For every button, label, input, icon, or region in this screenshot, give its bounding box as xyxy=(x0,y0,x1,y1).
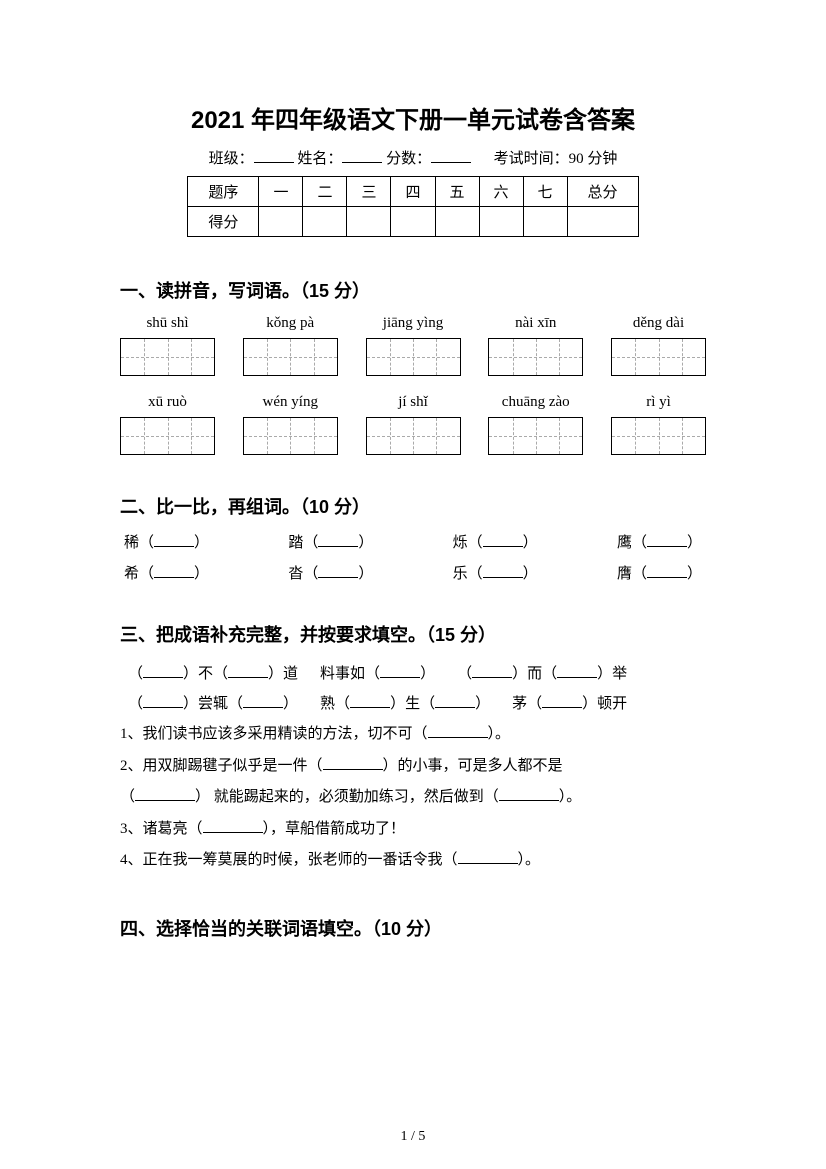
score-th-1: 一 xyxy=(259,177,303,207)
q2-mid: ）的小事，可是多人都不是 xyxy=(383,758,563,774)
compare-row-2: 希（） 沓（） 乐（） 膺（） xyxy=(120,562,706,583)
section-4: 四、选择恰当的关联词语填空。（10 分） xyxy=(120,915,706,941)
score-th-7: 七 xyxy=(523,177,567,207)
score-td-1 xyxy=(259,207,303,237)
pinyin-1-4: nài xīn xyxy=(488,315,583,332)
page-title: 2021 年四年级语文下册一单元试卷含答案 xyxy=(120,100,706,135)
compare-item: 稀（） xyxy=(124,531,209,552)
name-blank xyxy=(342,149,382,163)
q2-text: 2、用双脚踢毽子似乎是一件（ xyxy=(120,758,323,774)
idiom-line-2: （）尝辄（） 熟（）生（） 茅（）顿开 xyxy=(120,689,706,719)
score-blank xyxy=(431,149,471,163)
compare-char: 稀 xyxy=(124,535,139,551)
compare-item: 沓（） xyxy=(288,562,373,583)
char-box xyxy=(366,338,461,376)
pinyin-2-1: xū ruò xyxy=(120,394,215,411)
q3-text: 3、诸葛亮（ xyxy=(120,821,203,837)
q4-text: 4、正在我一筹莫展的时候，张老师的一番话令我（ xyxy=(120,852,458,868)
pinyin-2-4: chuāng zào xyxy=(488,394,583,411)
q3-end: ），草船借箭成功了！ xyxy=(263,821,406,837)
compare-item: 踏（） xyxy=(288,531,373,552)
compare-item: 希（） xyxy=(124,562,209,583)
pinyin-2-2: wén yíng xyxy=(243,394,338,411)
score-table: 题序 一 二 三 四 五 六 七 总分 得分 xyxy=(187,176,638,237)
box-row-1 xyxy=(120,338,706,376)
char-box xyxy=(488,417,583,455)
score-th-4: 四 xyxy=(391,177,435,207)
section-3: 三、把成语补充完整，并按要求填空。（15 分） （）不（）道 料事如（） （）而… xyxy=(120,621,706,877)
section-1: 一、读拼音，写词语。（15 分） shū shì kǒng pà jiāng y… xyxy=(120,277,706,455)
section-4-heading: 四、选择恰当的关联词语填空。（10 分） xyxy=(120,915,706,941)
compare-item: 烁（） xyxy=(453,531,538,552)
score-td-2 xyxy=(303,207,347,237)
char-box xyxy=(366,417,461,455)
char-box xyxy=(243,417,338,455)
char-box xyxy=(611,417,706,455)
name-label: 姓名： xyxy=(297,151,342,167)
section-1-heading: 一、读拼音，写词语。（15 分） xyxy=(120,277,706,303)
q1-text: 1、我们读书应该多采用精读的方法，切不可（ xyxy=(120,726,428,742)
score-table-value-row: 得分 xyxy=(188,207,638,237)
compare-char: 膺 xyxy=(617,566,632,582)
score-td-4 xyxy=(391,207,435,237)
score-td-6 xyxy=(479,207,523,237)
pinyin-row-1: shū shì kǒng pà jiāng yìng nài xīn děng … xyxy=(120,315,706,332)
compare-char: 踏 xyxy=(288,535,303,551)
compare-item: 鹰（） xyxy=(617,531,702,552)
score-td-3 xyxy=(347,207,391,237)
q4: 4、正在我一筹莫展的时候，张老师的一番话令我（ ）。 xyxy=(120,845,706,877)
score-th-5: 五 xyxy=(435,177,479,207)
section-2: 二、比一比，再组词。（10 分） 稀（） 踏（） 烁（） 鹰（） 希（） 沓（）… xyxy=(120,493,706,583)
compare-char: 希 xyxy=(124,566,139,582)
box-row-2 xyxy=(120,417,706,455)
char-box xyxy=(120,417,215,455)
pinyin-1-1: shū shì xyxy=(120,315,215,332)
q4-end: ）。 xyxy=(518,852,541,868)
score-th-2: 二 xyxy=(303,177,347,207)
q2b-mid: ） 就能踢起来的，必须勤加练习，然后做到（ xyxy=(195,789,499,805)
q2b-text: （ xyxy=(120,789,135,805)
q1-end: ）。 xyxy=(488,726,511,742)
compare-row-1: 稀（） 踏（） 烁（） 鹰（） xyxy=(120,531,706,552)
pinyin-1-3: jiāng yìng xyxy=(366,315,461,332)
score-th-0: 题序 xyxy=(188,177,259,207)
pinyin-1-5: děng dài xyxy=(611,315,706,332)
q2: 2、用双脚踢毽子似乎是一件（ ）的小事，可是多人都不是 xyxy=(120,751,706,783)
char-box xyxy=(120,338,215,376)
pinyin-2-3: jí shǐ xyxy=(366,394,461,411)
score-td-5 xyxy=(435,207,479,237)
score-table-header-row: 题序 一 二 三 四 五 六 七 总分 xyxy=(188,177,638,207)
compare-item: 膺（） xyxy=(617,562,702,583)
pinyin-2-5: rì yì xyxy=(611,394,706,411)
section-3-heading: 三、把成语补充完整，并按要求填空。（15 分） xyxy=(120,621,706,647)
score-th-8: 总分 xyxy=(567,177,638,207)
q2b-end: ）。 xyxy=(559,789,582,805)
idiom-line-1: （）不（）道 料事如（） （）而（）举 xyxy=(120,659,706,689)
score-td-label: 得分 xyxy=(188,207,259,237)
char-box xyxy=(243,338,338,376)
compare-char: 沓 xyxy=(288,566,303,582)
q1: 1、我们读书应该多采用精读的方法，切不可（ ）。 xyxy=(120,719,706,751)
score-td-8 xyxy=(567,207,638,237)
q3: 3、诸葛亮（ ），草船借箭成功了！ xyxy=(120,814,706,846)
score-th-6: 六 xyxy=(479,177,523,207)
score-label: 分数： xyxy=(386,151,431,167)
compare-char: 乐 xyxy=(453,566,468,582)
exam-time: 考试时间：90 分钟 xyxy=(494,151,618,167)
char-box xyxy=(611,338,706,376)
score-th-3: 三 xyxy=(347,177,391,207)
pinyin-row-2: xū ruò wén yíng jí shǐ chuāng zào rì yì xyxy=(120,394,706,411)
compare-char: 烁 xyxy=(453,535,468,551)
page-number: 1 / 5 xyxy=(0,1129,826,1145)
class-blank xyxy=(254,149,294,163)
section-2-heading: 二、比一比，再组词。（10 分） xyxy=(120,493,706,519)
pinyin-1-2: kǒng pà xyxy=(243,315,338,332)
header-info: 班级： 姓名： 分数： 考试时间：90 分钟 xyxy=(120,147,706,168)
class-label: 班级： xyxy=(209,151,254,167)
compare-char: 鹰 xyxy=(617,535,632,551)
q2b: （ ） 就能踢起来的，必须勤加练习，然后做到（ ）。 xyxy=(120,782,706,814)
char-box xyxy=(488,338,583,376)
compare-item: 乐（） xyxy=(453,562,538,583)
score-td-7 xyxy=(523,207,567,237)
